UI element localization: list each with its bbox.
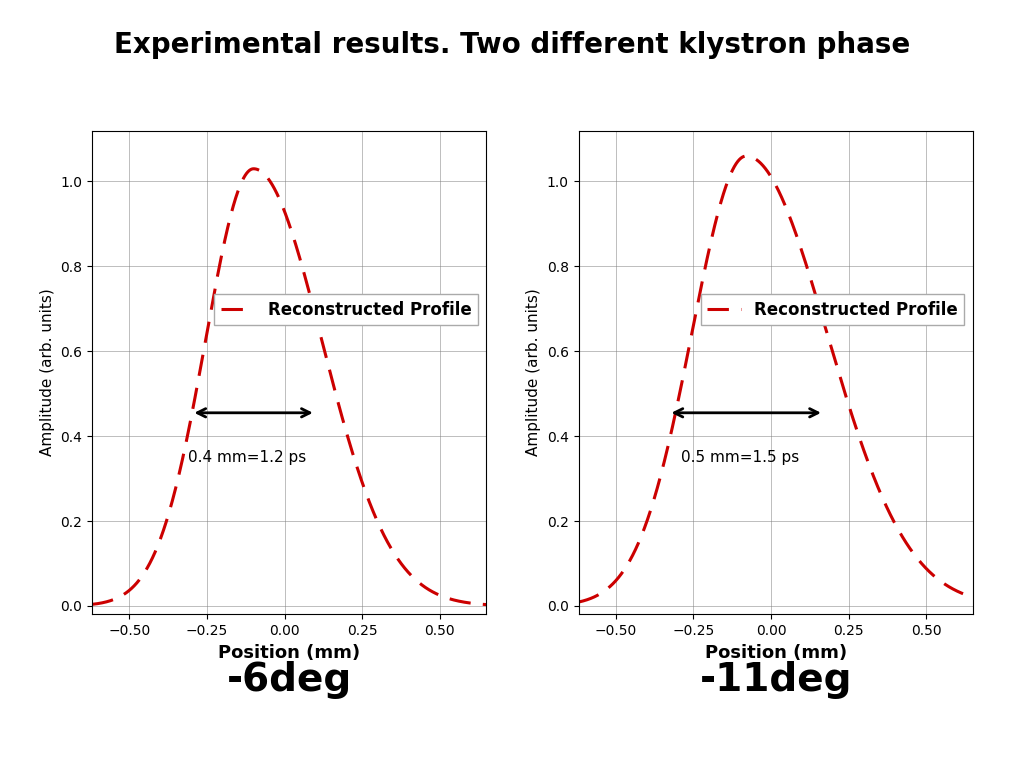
Legend: Reconstructed Profile: Reconstructed Profile: [700, 294, 965, 325]
Reconstructed Profile: [760, 164, 772, 174]
Line: Reconstructed Profile: Reconstructed Profile: [83, 169, 486, 605]
Reconstructed Profile: [955, 588, 968, 598]
Reconstructed Profile: [563, 599, 575, 608]
Text: -11deg: -11deg: [699, 661, 852, 699]
Legend: Reconstructed Profile: Reconstructed Profile: [214, 294, 478, 325]
Reconstructed Profile: [469, 599, 481, 608]
Text: Experimental results. Two different klystron phase: Experimental results. Two different klys…: [114, 31, 910, 58]
Reconstructed Profile: [480, 600, 493, 609]
Reconstructed Profile: [881, 504, 893, 513]
Reconstructed Profile: [955, 588, 968, 598]
Text: -6deg: -6deg: [226, 661, 352, 699]
Reconstructed Profile: [394, 558, 407, 568]
Reconstructed Profile: [262, 174, 274, 184]
Line: Reconstructed Profile: Reconstructed Profile: [569, 156, 973, 604]
Y-axis label: Amplitude (arb. units): Amplitude (arb. units): [40, 289, 55, 456]
Reconstructed Profile: [77, 601, 89, 610]
Reconstructed Profile: [740, 151, 753, 161]
Reconstructed Profile: [248, 164, 260, 174]
X-axis label: Position (mm): Position (mm): [218, 644, 360, 662]
Text: 0.4 mm=1.2 ps: 0.4 mm=1.2 ps: [188, 449, 306, 465]
Reconstructed Profile: [273, 194, 286, 204]
Y-axis label: Amplitude (arb. units): Amplitude (arb. units): [526, 289, 542, 456]
Reconstructed Profile: [967, 593, 979, 602]
Reconstructed Profile: [584, 594, 596, 604]
X-axis label: Position (mm): Position (mm): [705, 644, 847, 662]
Reconstructed Profile: [469, 599, 481, 608]
Reconstructed Profile: [97, 598, 110, 607]
Reconstructed Profile: [749, 154, 761, 164]
Text: 0.5 mm=1.5 ps: 0.5 mm=1.5 ps: [681, 449, 799, 465]
